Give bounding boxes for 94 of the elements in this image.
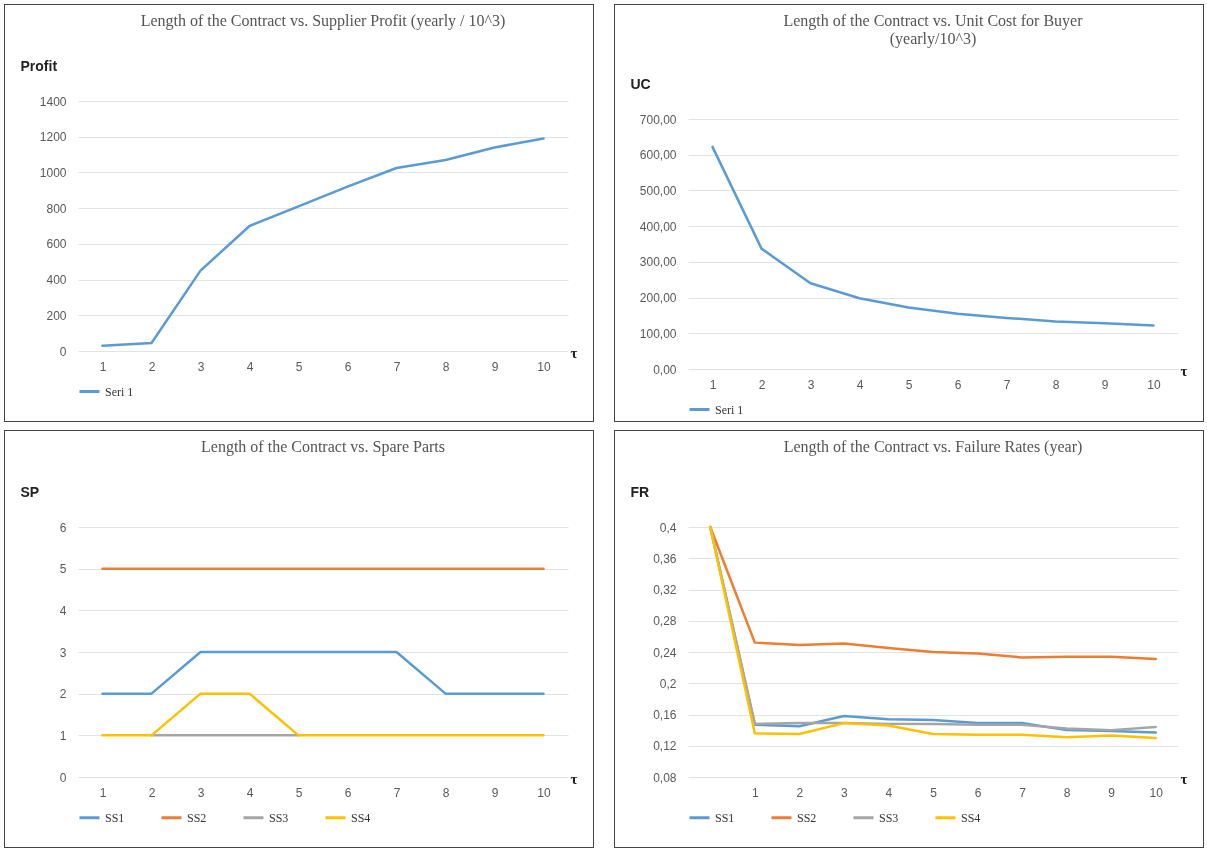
y-tick-label: 0,00 bbox=[653, 362, 677, 377]
chart-title: Length of the Contract vs. Unit Cost for Buyer (yearly/10^3) bbox=[783, 12, 1084, 48]
legend-label: SS1 bbox=[715, 810, 735, 825]
x-tick-label: 8 bbox=[442, 785, 450, 800]
x-tick-label: 1 bbox=[99, 785, 107, 800]
x-tick-label: 8 bbox=[1052, 377, 1060, 392]
y-tick-label: 0,36 bbox=[653, 551, 677, 566]
legend-label: SS2 bbox=[797, 810, 817, 825]
y-tick-label: 5 bbox=[59, 562, 67, 577]
y-axis-title: UC bbox=[630, 75, 651, 92]
legend-label: SS3 bbox=[879, 810, 899, 825]
x-tick-label: 7 bbox=[1003, 377, 1011, 392]
x-tick-label: 10 bbox=[537, 359, 551, 374]
x-tick-label: 3 bbox=[197, 785, 205, 800]
y-tick-label: 0,2 bbox=[659, 676, 677, 691]
y-tick-label: 0,16 bbox=[653, 708, 677, 722]
x-tick-label: 8 bbox=[442, 359, 450, 374]
x-tick-label: 5 bbox=[930, 785, 938, 800]
x-tick-label: 10 bbox=[1147, 377, 1161, 392]
y-tick-label: 6 bbox=[59, 520, 67, 535]
x-tick-label: 6 bbox=[344, 785, 352, 800]
chart-title: Length of the Contract vs. Spare Parts bbox=[201, 438, 445, 456]
y-tick-label: 200 bbox=[46, 308, 67, 323]
chart-title: Length of the Contract vs. Failure Rates (year) bbox=[783, 438, 1083, 456]
legend-label: Seri 1 bbox=[105, 384, 134, 399]
x-tick-label: 1 bbox=[751, 785, 759, 800]
y-tick-label: 0,08 bbox=[653, 770, 677, 785]
x-tick-label: 9 bbox=[1101, 377, 1109, 392]
y-axis-title: SP bbox=[20, 483, 40, 500]
y-tick-label: 1400 bbox=[39, 94, 67, 109]
x-tick-label: 5 bbox=[905, 377, 913, 392]
y-tick-label: 0 bbox=[59, 770, 67, 785]
legend-label: Seri 1 bbox=[715, 402, 744, 417]
x-tick-label: 1 bbox=[709, 377, 717, 392]
x-tick-label: 4 bbox=[246, 359, 254, 374]
legend-label: SS3 bbox=[269, 810, 289, 825]
x-axis-title: τ bbox=[570, 770, 578, 787]
y-tick-label: 1200 bbox=[39, 130, 67, 145]
x-tick-label: 9 bbox=[491, 785, 499, 800]
x-tick-label: 9 bbox=[491, 359, 499, 374]
x-tick-label: 2 bbox=[758, 377, 766, 392]
y-tick-label: 2 bbox=[59, 687, 67, 702]
y-tick-label: 0 bbox=[59, 344, 67, 359]
y-tick-label: 0,32 bbox=[653, 583, 677, 597]
x-tick-label: 1 bbox=[99, 359, 107, 374]
y-tick-label: 200,00 bbox=[639, 291, 677, 306]
x-tick-label: 6 bbox=[974, 785, 982, 800]
x-tick-label: 7 bbox=[393, 359, 401, 374]
x-tick-label: 3 bbox=[807, 377, 815, 392]
x-tick-label: 2 bbox=[148, 359, 156, 374]
x-tick-label: 9 bbox=[1108, 785, 1116, 800]
y-tick-label: 600,00 bbox=[639, 148, 677, 163]
y-tick-label: 300,00 bbox=[639, 255, 677, 270]
y-tick-label: 1 bbox=[59, 728, 67, 743]
x-tick-label: 10 bbox=[1149, 785, 1164, 800]
y-tick-label: 0,4 bbox=[659, 520, 677, 535]
legend-label: SS2 bbox=[187, 810, 207, 825]
x-tick-label: 8 bbox=[1063, 785, 1071, 800]
x-axis-title: τ bbox=[570, 344, 578, 361]
x-tick-label: 6 bbox=[954, 377, 962, 392]
y-tick-label: 0,12 bbox=[653, 739, 677, 754]
y-tick-label: 500,00 bbox=[639, 183, 677, 198]
x-axis-title: τ bbox=[1180, 770, 1188, 787]
y-tick-label: 0,28 bbox=[653, 614, 677, 629]
x-tick-label: 5 bbox=[295, 359, 303, 374]
x-tick-label: 2 bbox=[148, 785, 156, 800]
legend-label: SS4 bbox=[351, 810, 371, 825]
y-tick-label: 400 bbox=[46, 273, 67, 288]
y-tick-label: 0,24 bbox=[653, 645, 677, 660]
y-tick-label: 3 bbox=[59, 645, 67, 660]
chart-title: Length of the Contract vs. Supplier Profit (yearly / 10^3) bbox=[140, 12, 506, 30]
x-tick-label: 3 bbox=[197, 359, 205, 374]
x-tick-label: 10 bbox=[537, 785, 551, 800]
y-tick-label: 100,00 bbox=[639, 326, 677, 341]
y-tick-label: 800 bbox=[46, 201, 67, 216]
legend-label: SS4 bbox=[961, 810, 981, 825]
x-tick-label: 4 bbox=[885, 785, 893, 800]
y-axis-title: Profit bbox=[20, 57, 58, 74]
y-tick-label: 700,00 bbox=[639, 112, 677, 127]
x-tick-label: 7 bbox=[393, 785, 401, 800]
x-axis-title: τ bbox=[1180, 362, 1188, 379]
x-tick-label: 5 bbox=[295, 785, 303, 800]
y-tick-label: 4 bbox=[59, 603, 67, 618]
y-tick-label: 1000 bbox=[39, 165, 67, 180]
x-tick-label: 4 bbox=[246, 785, 254, 800]
x-tick-label: 6 bbox=[344, 359, 352, 374]
x-tick-label: 2 bbox=[796, 785, 804, 800]
legend-label: SS1 bbox=[105, 810, 125, 825]
y-tick-label: 600 bbox=[46, 237, 67, 252]
y-axis-title: FR bbox=[630, 483, 650, 500]
x-tick-label: 7 bbox=[1019, 785, 1027, 800]
x-tick-label: 3 bbox=[841, 785, 849, 800]
y-tick-label: 400,00 bbox=[639, 219, 677, 234]
x-tick-label: 4 bbox=[856, 377, 864, 392]
